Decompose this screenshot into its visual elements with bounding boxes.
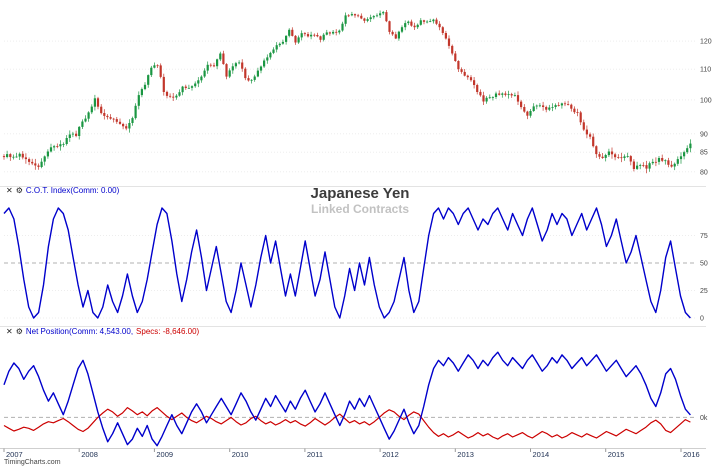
svg-text:85: 85 (700, 150, 708, 157)
svg-text:90: 90 (700, 131, 708, 138)
svg-text:80: 80 (700, 169, 708, 176)
svg-text:110: 110 (700, 67, 711, 74)
gear-icon[interactable]: ⚙ (15, 186, 23, 195)
net-position-legend: ✕ ⚙ Net Position(Comm: 4,543.00, Specs: … (6, 328, 199, 336)
close-icon[interactable]: ✕ (6, 327, 13, 336)
svg-text:2012: 2012 (382, 450, 399, 459)
svg-text:0k: 0k (700, 415, 708, 422)
svg-text:75: 75 (700, 233, 708, 240)
svg-text:2016: 2016 (683, 450, 700, 459)
cot-index-panel: 0 25 50 75 (3, 207, 708, 323)
svg-text:2015: 2015 (608, 450, 625, 459)
watermark: TimingCharts.com (4, 459, 61, 466)
cot-index-legend: ✕ ⚙ C.O.T. Index(Comm: 0.00) (6, 187, 119, 195)
net-position-panel: 0k (3, 351, 708, 447)
svg-text:50: 50 (700, 261, 708, 268)
svg-text:2010: 2010 (232, 450, 249, 459)
svg-text:120: 120 (700, 39, 712, 46)
svg-text:2007: 2007 (6, 450, 23, 459)
svg-text:2008: 2008 (81, 450, 98, 459)
price-panel: 80 85 90 100 110 120 (2, 10, 712, 176)
svg-text:100: 100 (700, 97, 712, 104)
gear-icon[interactable]: ⚙ (15, 327, 23, 336)
x-axis: 2007 2008 2009 2010 2011 2012 2013 2014 2015 2016 (0, 448, 706, 459)
svg-text:2009: 2009 (156, 450, 173, 459)
svg-text:2014: 2014 (533, 450, 550, 459)
svg-text:2011: 2011 (307, 450, 323, 459)
cot-index-legend-label: C.O.T. Index(Comm: 0.00) (25, 186, 120, 195)
svg-text:2013: 2013 (457, 450, 474, 459)
net-position-specs-label: Specs: -8,646.00) (136, 327, 200, 336)
net-position-comm-label: Net Position(Comm: 4,543.00, (25, 327, 134, 336)
close-icon[interactable]: ✕ (6, 186, 13, 195)
svg-text:25: 25 (700, 288, 708, 295)
svg-text:0: 0 (700, 316, 704, 323)
